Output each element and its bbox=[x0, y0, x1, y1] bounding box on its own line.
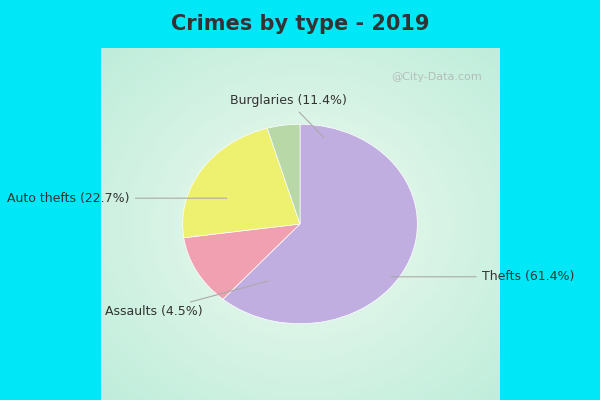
Text: Crimes by type - 2019: Crimes by type - 2019 bbox=[171, 14, 429, 34]
Text: Auto thefts (22.7%): Auto thefts (22.7%) bbox=[7, 192, 227, 205]
Text: Assaults (4.5%): Assaults (4.5%) bbox=[104, 281, 268, 318]
Text: Burglaries (11.4%): Burglaries (11.4%) bbox=[230, 94, 347, 138]
Text: Thefts (61.4%): Thefts (61.4%) bbox=[391, 270, 574, 283]
Wedge shape bbox=[267, 124, 300, 224]
Wedge shape bbox=[184, 224, 300, 299]
Wedge shape bbox=[223, 124, 418, 324]
Wedge shape bbox=[182, 128, 300, 238]
Text: @City-Data.com: @City-Data.com bbox=[391, 72, 482, 82]
